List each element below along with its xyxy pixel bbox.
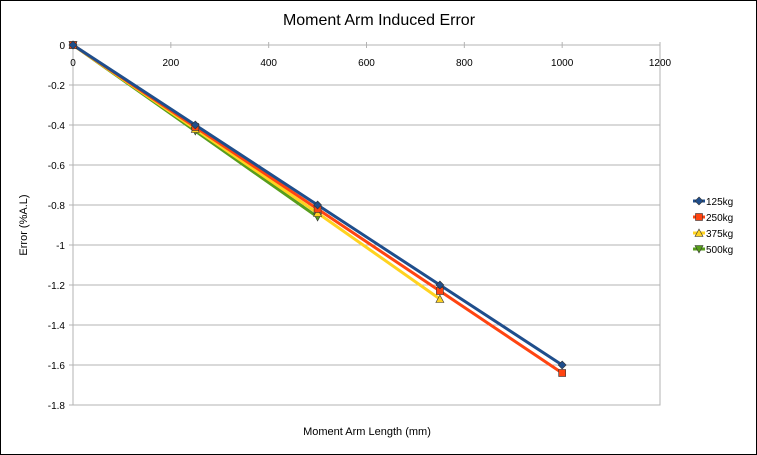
- y-axis-title: Error (%A.L): [18, 194, 30, 255]
- x-tick-label: 200: [162, 58, 179, 69]
- plot-background: [72, 44, 661, 406]
- plot-area: 0 -0.2 -0.4 -0.6 -0.8 -1 -1.2 -1.4 -1.6 -1.8 0 200 4…: [48, 40, 672, 412]
- legend-marker-375kg: [694, 228, 704, 237]
- legend-marker-125kg: [694, 196, 704, 206]
- data-point-125kg: [435, 280, 445, 290]
- x-tick-label: 1000: [551, 58, 574, 69]
- legend-label-375kg: 375kg: [706, 229, 733, 240]
- y-tick-label: -0.8: [48, 201, 66, 212]
- legend-marker-500kg: [694, 245, 704, 254]
- x-tick-label: 0: [70, 58, 76, 69]
- y-tick-label: -1.8: [48, 401, 66, 412]
- legend-label-125kg: 125kg: [706, 197, 733, 208]
- legend-label-250kg: 250kg: [706, 213, 733, 224]
- legend-label-500kg: 500kg: [706, 245, 733, 256]
- x-tick-label: 1200: [649, 58, 672, 69]
- data-point-125kg: [190, 120, 200, 130]
- y-tick-label: -1.4: [48, 321, 66, 332]
- y-tick-label: -1.2: [48, 281, 66, 292]
- legend: 125kg 250kg 375kg 500kg: [693, 196, 733, 256]
- y-tick-label: -0.6: [48, 161, 66, 172]
- y-tick-label: 0: [59, 41, 65, 52]
- data-point-125kg: [313, 200, 323, 210]
- y-tick-label: -0.4: [48, 121, 66, 132]
- x-axis-title: Moment Arm Length (mm): [303, 426, 431, 438]
- legend-marker-250kg: [695, 213, 703, 221]
- x-tick-label: 600: [358, 58, 375, 69]
- y-tick-label: -1.6: [48, 361, 66, 372]
- x-tick-label: 400: [260, 58, 277, 69]
- y-tick-label: -1: [56, 241, 65, 252]
- data-point-125kg: [557, 360, 567, 370]
- chart-title: Moment Arm Induced Error: [283, 12, 476, 29]
- data-point-250kg: [558, 369, 566, 377]
- y-tick-label: -0.2: [48, 81, 66, 92]
- data-point-125kg: [68, 40, 78, 50]
- x-tick-label: 800: [456, 58, 473, 69]
- data-point-375kg: [435, 294, 445, 303]
